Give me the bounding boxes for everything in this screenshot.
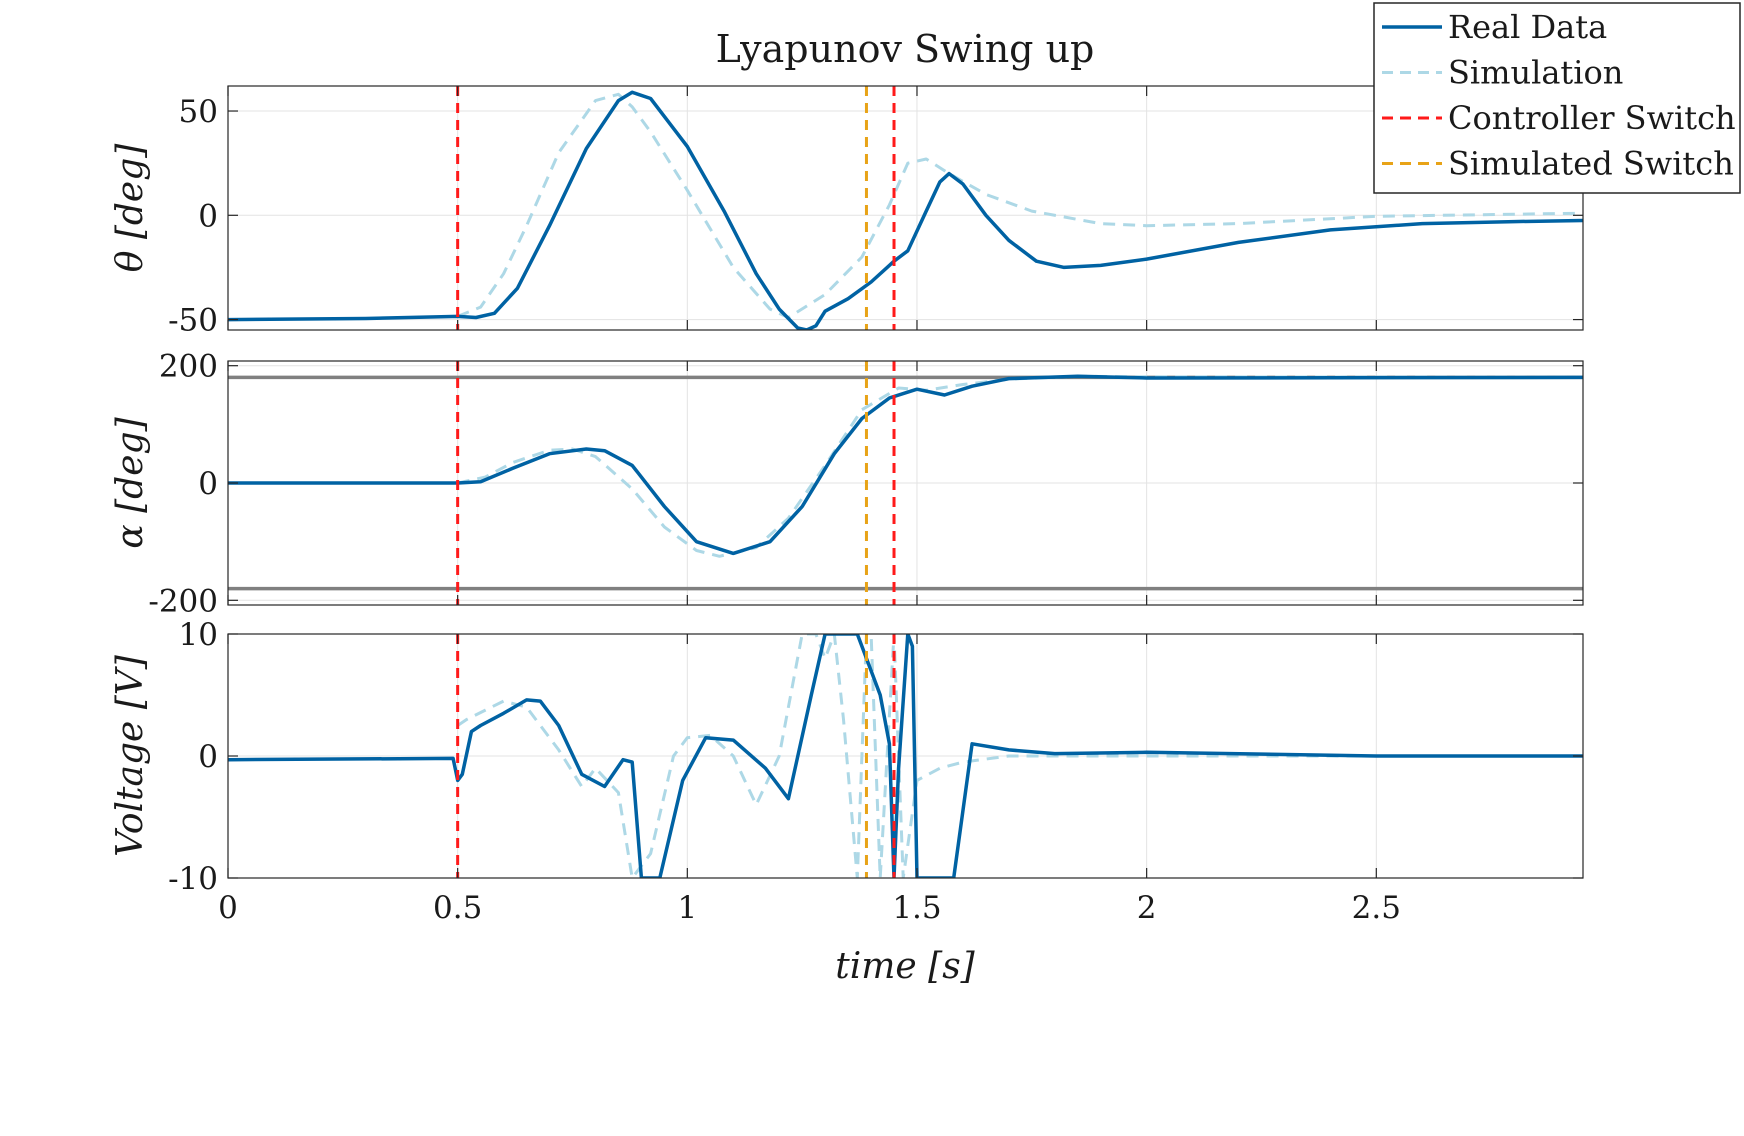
series-group [228, 90, 1583, 330]
legend-label-real-data: Real Data [1448, 8, 1607, 46]
y-tick-label: -50 [168, 303, 218, 339]
legend-label-simulated-switch: Simulated Switch [1448, 145, 1734, 183]
axes-box [227, 85, 1584, 331]
x-tick-label: 0 [218, 890, 238, 926]
legend: Real Data Simulation Controller Switch Simu… [1373, 2, 1741, 194]
y-tick-label: 10 [179, 617, 218, 653]
legend-label-simulation: Simulation [1448, 54, 1623, 92]
x-axis-label: time [s] [835, 946, 975, 987]
series-line-real-data [228, 374, 1583, 556]
y-tick-label: 0 [198, 466, 218, 502]
series-group [228, 374, 1583, 558]
subplot-theta: -50 0 50 θ [deg] [110, 85, 1584, 339]
y-tick-label: 0 [198, 198, 218, 234]
legend-box [1373, 2, 1741, 194]
series-line-simulation [457, 92, 1583, 319]
plot-area [228, 86, 1583, 330]
series-line-real-data [228, 90, 1583, 330]
y-tick-label: -10 [168, 861, 218, 897]
y-axis-label: α [deg] [110, 416, 151, 548]
y-tick-label: 200 [159, 349, 218, 385]
series-group [228, 634, 1583, 878]
y-axis-label: Voltage [V] [110, 654, 151, 857]
y-tick-label: -200 [148, 583, 218, 619]
y-axis-label: θ [deg] [110, 143, 151, 273]
x-tick-label: 1 [677, 890, 697, 926]
legend-label-controller-switch: Controller Switch [1448, 99, 1736, 137]
x-tick-label: 2.5 [1352, 890, 1401, 926]
y-tick-label: 50 [179, 94, 218, 130]
x-tick-label: 0.5 [433, 890, 482, 926]
chart-title: Lyapunov Swing up [716, 27, 1095, 71]
x-tick-label: 2 [1137, 890, 1157, 926]
y-tick-label: 0 [198, 739, 218, 775]
series-line-real-data [228, 634, 1583, 878]
x-tick-label: 1.5 [892, 890, 941, 926]
